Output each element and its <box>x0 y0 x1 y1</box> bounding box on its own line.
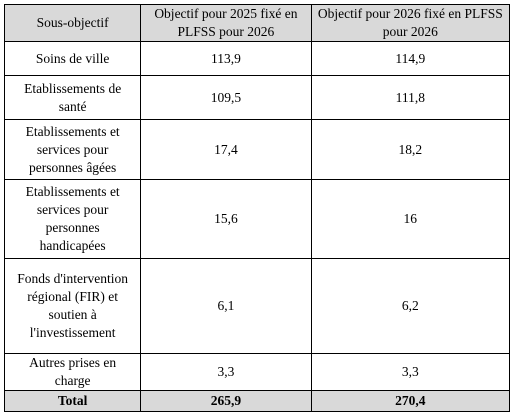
table-row: Fonds d'intervention régional (FIR) et s… <box>3 258 511 354</box>
header-cell: Objectif pour 2026 fixé en PLFSS pour 20… <box>310 4 511 42</box>
value-cell: 113,9 <box>140 41 312 76</box>
value-cell: 111,8 <box>310 75 511 120</box>
row-label: Total <box>3 390 142 412</box>
row-label: Etablissements et services pour personne… <box>3 119 142 180</box>
table-row: Autres prises en charge 3,3 3,3 <box>3 353 511 391</box>
value-cell: 109,5 <box>140 75 312 120</box>
total-row: Total 265,9 270,4 <box>3 390 511 412</box>
header-cell: Objectif pour 2025 fixé en PLFSS pour 20… <box>140 4 312 42</box>
table-row: Etablissements de santé 109,5 111,8 <box>3 75 511 120</box>
header-cell: Sous-objectif <box>3 4 142 42</box>
row-label: Etablissements de santé <box>3 75 142 120</box>
row-label: Soins de ville <box>3 41 142 76</box>
value-cell: 6,2 <box>310 258 511 354</box>
objectives-table: Sous-objectif Objectif pour 2025 fixé en … <box>3 4 511 412</box>
row-label: Fonds d'intervention régional (FIR) et s… <box>3 258 142 354</box>
table-row: Etablissements et services pour personne… <box>3 119 511 180</box>
value-cell: 15,6 <box>140 179 312 259</box>
value-cell: 6,1 <box>140 258 312 354</box>
value-cell: 3,3 <box>310 353 511 391</box>
value-cell: 114,9 <box>310 41 511 76</box>
value-cell: 270,4 <box>310 390 511 412</box>
value-cell: 16 <box>310 179 511 259</box>
row-label: Etablissements et services pour personne… <box>3 179 142 259</box>
row-label: Autres prises en charge <box>3 353 142 391</box>
value-cell: 265,9 <box>140 390 312 412</box>
value-cell: 17,4 <box>140 119 312 180</box>
value-cell: 18,2 <box>310 119 511 180</box>
table-row: Soins de ville 113,9 114,9 <box>3 41 511 76</box>
value-cell: 3,3 <box>140 353 312 391</box>
table-row: Etablissements et services pour personne… <box>3 179 511 259</box>
header-row: Sous-objectif Objectif pour 2025 fixé en … <box>3 4 511 42</box>
